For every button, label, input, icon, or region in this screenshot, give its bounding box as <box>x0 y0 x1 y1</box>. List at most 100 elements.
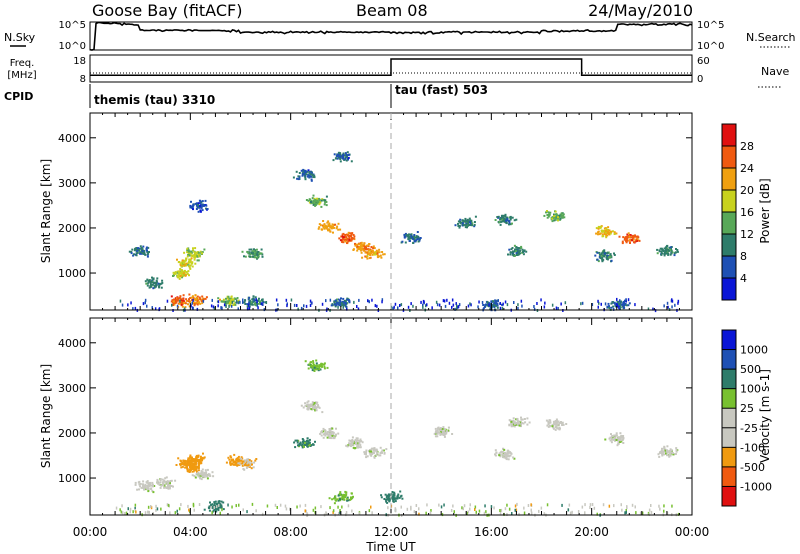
velocity-colorbar-frame <box>721 329 737 507</box>
power-ground-cell <box>262 303 264 306</box>
power-data-cell <box>191 261 194 264</box>
power-data-cell <box>312 203 315 206</box>
power-ground-cell <box>438 303 441 307</box>
power-data-cell <box>667 252 670 255</box>
power-data-cell <box>298 176 301 179</box>
nsearch-label: N.Search <box>746 31 796 44</box>
velocity-data-cell <box>195 469 198 472</box>
velocity-ground-cell <box>666 511 669 515</box>
power-data-cell <box>175 301 178 304</box>
power-data-cell <box>322 198 325 201</box>
power-data-cell <box>619 303 622 306</box>
velocity-data-cell <box>164 486 167 489</box>
velocity-data-cell <box>380 451 383 454</box>
power-data-cell <box>474 215 477 218</box>
velocity-data-cell <box>552 420 555 423</box>
velocity-data-cell <box>521 418 524 421</box>
power-data-cell <box>229 302 231 305</box>
velocity-ground-cell <box>561 503 563 507</box>
power-data-cell <box>504 215 507 218</box>
power-data-cell <box>508 221 511 224</box>
power-data-cell <box>352 237 355 240</box>
power-data-cell <box>470 220 473 223</box>
power-ground-cell <box>285 298 288 302</box>
velocity-ground-cell <box>305 509 307 513</box>
time-tick-label: 12:00 <box>374 525 409 539</box>
velocity-data-cell <box>190 460 193 463</box>
velocity-data-cell <box>306 445 309 448</box>
power-data-cell <box>368 243 371 245</box>
power-bg <box>90 113 692 310</box>
power-data-cell <box>611 301 614 304</box>
velocity-data-cell <box>441 427 444 430</box>
velocity-data-cell <box>302 441 305 444</box>
power-data-cell <box>176 297 179 300</box>
power-data-cell <box>626 233 629 236</box>
power-data-cell <box>341 241 344 243</box>
velocity-ground-cell <box>462 507 464 511</box>
velocity-ground-cell <box>261 512 264 516</box>
velocity-data-cell <box>142 485 145 488</box>
power-ground-cell <box>337 305 339 309</box>
power-data-cell <box>660 247 663 250</box>
power-data-cell <box>333 226 336 229</box>
velocity-data-cell <box>442 430 445 433</box>
velocity-data-cell <box>549 421 552 424</box>
velocity-data-cell <box>193 464 196 467</box>
power-data-cell <box>136 251 139 254</box>
velocity-data-cell <box>313 365 316 368</box>
velocity-data-cell <box>196 472 199 475</box>
velocity-data-cell <box>136 488 139 491</box>
velocity-data-cell <box>201 471 204 474</box>
velocity-data-cell <box>237 460 240 463</box>
power-data-cell <box>189 264 192 267</box>
power-data-cell <box>227 295 230 298</box>
power-data-cell <box>346 238 348 240</box>
power-data-cell <box>625 239 628 242</box>
velocity-data-cell <box>208 505 211 508</box>
power-data-cell <box>364 251 367 253</box>
velocity-data-cell <box>200 462 203 465</box>
velocity-data-cell <box>192 458 194 460</box>
power-data-cell <box>246 305 249 308</box>
velocity-data-cell <box>163 483 166 486</box>
power-data-cell <box>659 247 662 250</box>
power-data-cell <box>202 298 205 301</box>
velocity-ytick-label: 4000 <box>58 337 86 350</box>
velocity-data-cell <box>368 450 371 453</box>
power-ground-cell <box>154 307 157 311</box>
velocity-data-cell <box>512 456 515 459</box>
power-data-cell <box>403 233 406 236</box>
power-data-cell <box>339 239 342 242</box>
velocity-data-cell <box>231 462 234 465</box>
power-ground-cell <box>502 302 504 306</box>
power-ground-cell <box>397 306 399 310</box>
power-data-cell <box>338 299 341 302</box>
velocity-ground-cell <box>285 507 288 511</box>
power-ground-cell <box>211 298 213 302</box>
velocity-data-cell <box>327 431 330 434</box>
power-ground-cell <box>677 301 679 305</box>
velocity-ground-cell <box>238 503 240 507</box>
velocity-data-cell <box>557 420 560 423</box>
power-data-cell <box>196 254 199 257</box>
velocity-data-cell <box>312 360 315 363</box>
power-data-cell <box>602 235 605 238</box>
power-data-cell <box>462 224 465 227</box>
velocity-ground-cell <box>174 511 177 515</box>
power-ground-cell <box>196 307 199 311</box>
power-data-cell <box>307 174 310 177</box>
velocity-data-cell <box>334 495 337 498</box>
velocity-data-cell <box>218 500 221 503</box>
power-data-cell <box>606 258 609 261</box>
power-data-cell <box>220 300 223 303</box>
power-data-cell <box>232 298 235 301</box>
velocity-data-cell <box>513 457 516 460</box>
time-tick-label: 16:00 <box>474 525 509 539</box>
power-data-cell <box>314 200 317 203</box>
power-data-cell <box>194 247 197 250</box>
velocity-ground-cell <box>121 504 123 508</box>
velocity-data-cell <box>388 497 391 500</box>
power-data-cell <box>403 235 406 238</box>
velocity-data-cell <box>444 431 447 434</box>
